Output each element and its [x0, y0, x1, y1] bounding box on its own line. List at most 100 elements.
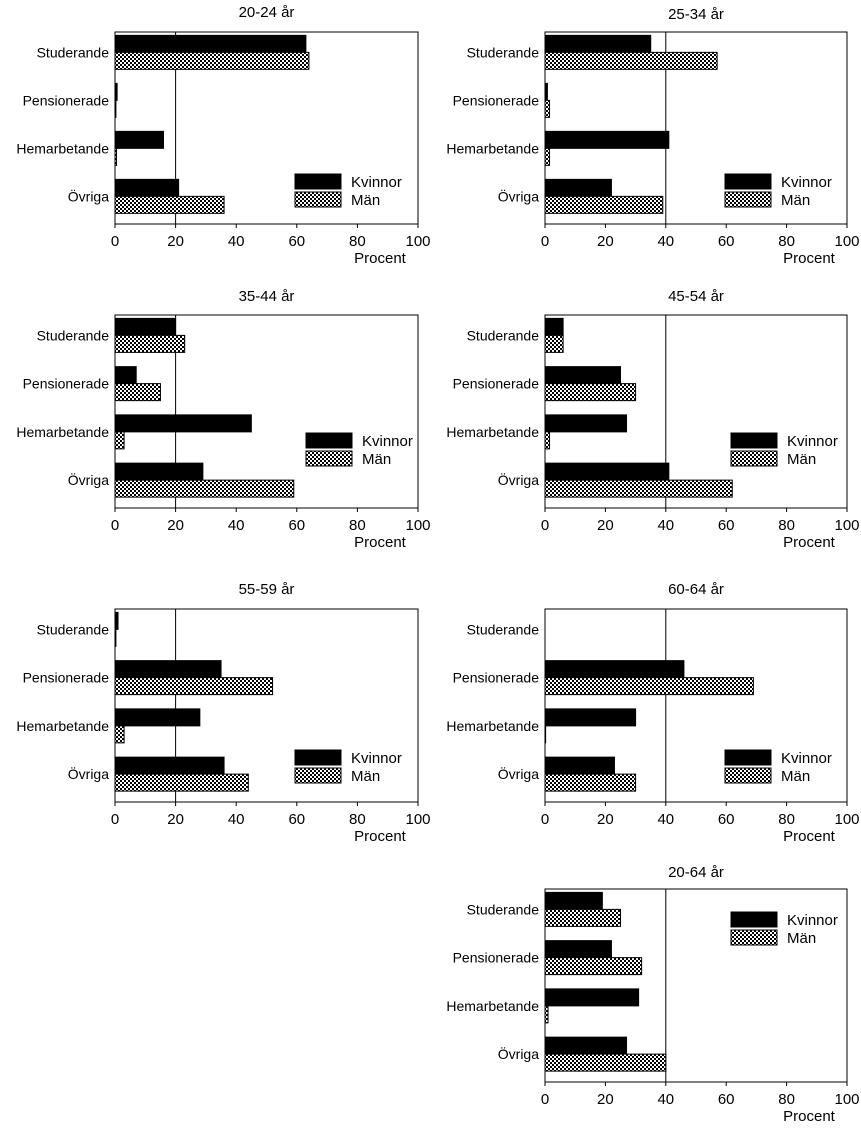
chart-title: 35-44 år: [239, 288, 295, 305]
x-tick-label: 80: [349, 811, 366, 828]
x-tick-label: 60: [718, 233, 735, 250]
chart-panel: 55-59 år Studerande Pensionerade Hemarbetan…: [16, 581, 430, 845]
category-label: Övriga: [498, 187, 539, 204]
category-label: Hemarbetande: [16, 140, 109, 156]
x-axis-label: Procent: [783, 250, 836, 267]
bar-man: [114, 773, 249, 792]
bar-man: [544, 773, 637, 792]
legend-swatch-man: [730, 929, 778, 946]
chart-title: 25-34 år: [668, 6, 724, 23]
bar-kvinnor: [544, 756, 615, 775]
x-axis-label: Procent: [783, 1108, 836, 1125]
x-tick-label: 100: [405, 517, 430, 534]
x-tick-label: 20: [597, 517, 614, 534]
category-label: Hemarbetande: [446, 140, 539, 156]
legend-swatch-man: [730, 450, 778, 467]
x-axis-label: Procent: [783, 534, 836, 551]
x-tick-label: 20: [167, 517, 184, 534]
x-tick-label: 80: [778, 811, 795, 828]
legend-label-kvinnor: Kvinnor: [781, 174, 832, 191]
bar-man: [544, 99, 551, 118]
x-tick-label: 40: [228, 517, 245, 534]
bar-kvinnor: [114, 317, 177, 336]
legend-swatch-man: [294, 191, 342, 208]
category-label: Studerande: [37, 621, 110, 637]
legend-swatch-kvinnor: [724, 173, 772, 190]
plot-frame: [544, 314, 848, 509]
bar-kvinnor: [114, 414, 252, 433]
category-label: Övriga: [498, 765, 539, 782]
bar-kvinnor: [114, 611, 119, 630]
bar-man: [114, 383, 161, 402]
legend-swatch-man: [294, 767, 342, 784]
category-label: Studerande: [467, 44, 540, 60]
bar-kvinnor: [114, 82, 118, 101]
x-tick-label: 20: [167, 233, 184, 250]
x-tick-label: 60: [288, 517, 305, 534]
x-axis-label: Procent: [783, 828, 836, 845]
chart-panel: 25-34 år Studerande Pensionerade Hemarbetan…: [446, 6, 859, 267]
category-label: Övriga: [498, 471, 539, 488]
bar-kvinnor: [114, 366, 137, 385]
bar-man: [544, 1005, 549, 1024]
bar-kvinnor: [544, 988, 640, 1007]
bar-kvinnor: [544, 414, 628, 433]
x-axis-label: Procent: [354, 828, 407, 845]
bar-man: [114, 677, 274, 696]
bar-man: [544, 908, 621, 927]
bar-man: [544, 1053, 667, 1072]
category-label: Pensionerade: [23, 670, 110, 686]
chart-title: 20-24 år: [239, 4, 295, 21]
legend-label-man: Män: [787, 451, 816, 468]
bar-kvinnor: [544, 130, 670, 149]
bar-man: [114, 195, 225, 214]
bar-man: [114, 99, 117, 118]
bar-man: [114, 334, 186, 353]
x-tick-label: 40: [228, 233, 245, 250]
x-tick-label: 80: [778, 1091, 795, 1108]
chart-title: 20-64 år: [668, 864, 724, 881]
chart-panel: 45-54 år Studerande Pensionerade Hemarbetan…: [446, 288, 859, 551]
legend-swatch-man: [724, 767, 772, 784]
category-label: Övriga: [498, 1045, 539, 1062]
bar-man: [544, 51, 718, 70]
plot-frame: [114, 608, 419, 803]
x-axis-label: Procent: [354, 250, 407, 267]
legend-label-man: Män: [362, 451, 391, 468]
x-tick-label: 0: [111, 233, 119, 250]
bar-kvinnor: [114, 708, 201, 727]
category-label: Studerande: [37, 327, 110, 343]
bar-man: [544, 431, 551, 450]
bar-kvinnor: [544, 462, 670, 481]
bar-kvinnor: [114, 756, 225, 775]
x-tick-label: 0: [541, 517, 549, 534]
bar-man: [544, 334, 564, 353]
x-tick-label: 100: [405, 233, 430, 250]
plot-frame: [544, 31, 848, 225]
category-label: Övriga: [68, 765, 109, 782]
legend-label-kvinnor: Kvinnor: [351, 174, 402, 191]
x-tick-label: 20: [597, 811, 614, 828]
x-tick-label: 100: [405, 811, 430, 828]
bar-man: [544, 479, 733, 498]
bar-kvinnor: [544, 891, 603, 910]
x-tick-label: 20: [597, 1091, 614, 1108]
bar-kvinnor: [544, 178, 612, 197]
x-tick-label: 60: [718, 1091, 735, 1108]
bar-kvinnor: [544, 82, 548, 101]
chart-title: 45-54 år: [668, 288, 724, 305]
legend-label-kvinnor: Kvinnor: [781, 750, 832, 767]
x-tick-label: 0: [541, 1091, 549, 1108]
legend-swatch-man: [305, 450, 353, 467]
bar-man: [544, 195, 664, 214]
bar-man: [544, 147, 551, 166]
category-label: Hemarbetande: [16, 718, 109, 734]
x-tick-label: 40: [657, 1091, 674, 1108]
legend-label-man: Män: [787, 930, 816, 947]
bar-man: [114, 628, 117, 647]
